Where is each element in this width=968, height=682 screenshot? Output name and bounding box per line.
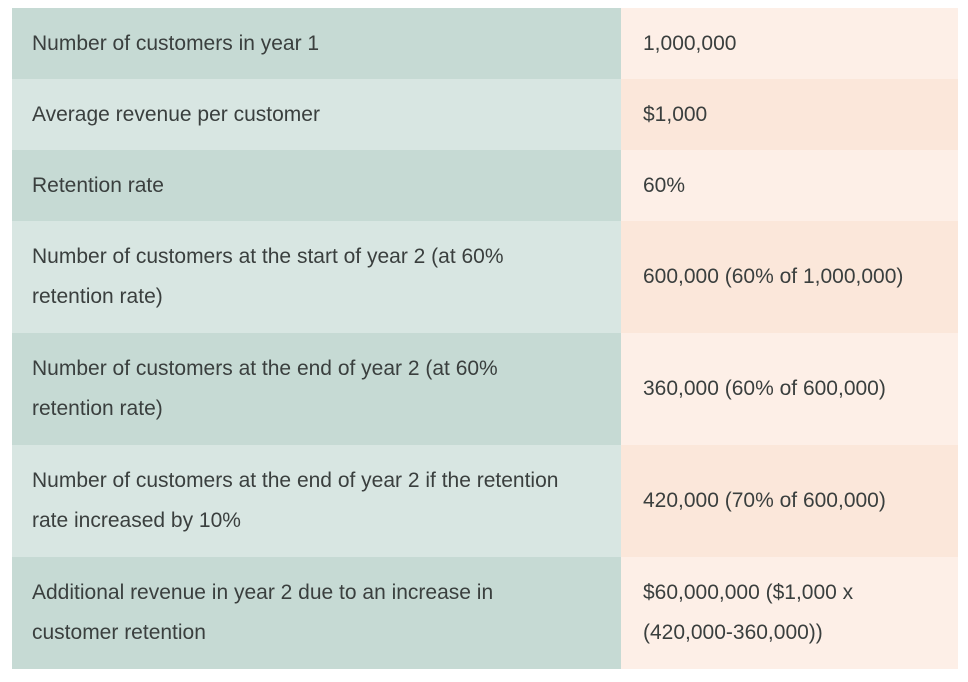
table-row: Number of customers at the start of year… <box>12 221 958 333</box>
row-label: Number of customers in year 1 <box>12 8 621 79</box>
row-value: 360,000 (60% of 600,000) <box>621 333 958 445</box>
row-label-text: Number of customers at the end of year 2… <box>32 469 559 532</box>
row-value: 60% <box>621 150 958 221</box>
row-value-text: 60% <box>643 173 686 197</box>
table-row: Number of customers in year 1 1,000,000 <box>12 8 958 79</box>
row-label-text: Retention rate <box>32 173 164 197</box>
row-value: 1,000,000 <box>621 8 958 79</box>
table-row: Average revenue per customer $1,000 <box>12 79 958 150</box>
table-row: Retention rate 60% <box>12 150 958 221</box>
row-value-text: $1,000 <box>643 102 708 126</box>
row-label-text: Number of customers at the start of year… <box>32 245 504 308</box>
row-value-text: 600,000 (60% of 1,000,000) <box>643 265 904 288</box>
row-value-text: 1,000,000 <box>643 31 737 55</box>
row-value-text: 420,000 (70% of 600,000) <box>643 489 886 512</box>
row-label: Number of customers at the start of year… <box>12 221 621 333</box>
row-value: $60,000,000 ($1,000 x (420,000-360,000)) <box>621 557 958 669</box>
row-label: Average revenue per customer <box>12 79 621 150</box>
row-value: 420,000 (70% of 600,000) <box>621 445 958 557</box>
row-value: 600,000 (60% of 1,000,000) <box>621 221 958 333</box>
row-label: Number of customers at the end of year 2… <box>12 445 621 557</box>
table-row: Number of customers at the end of year 2… <box>12 445 958 557</box>
row-label-text: Number of customers at the end of year 2… <box>32 357 498 420</box>
row-label: Number of customers at the end of year 2… <box>12 333 621 445</box>
retention-table: Number of customers in year 1 1,000,000 … <box>12 8 958 669</box>
row-label-text: Number of customers in year 1 <box>32 31 320 55</box>
row-value: $1,000 <box>621 79 958 150</box>
row-label-text: Average revenue per customer <box>32 102 320 126</box>
table-row: Additional revenue in year 2 due to an i… <box>12 557 958 669</box>
row-label: Additional revenue in year 2 due to an i… <box>12 557 621 669</box>
table-row: Number of customers at the end of year 2… <box>12 333 958 445</box>
row-label-text: Additional revenue in year 2 due to an i… <box>32 581 494 644</box>
row-value-text: 360,000 (60% of 600,000) <box>643 377 886 400</box>
row-value-text: $60,000,000 ($1,000 x (420,000-360,000)) <box>643 581 854 644</box>
row-label: Retention rate <box>12 150 621 221</box>
